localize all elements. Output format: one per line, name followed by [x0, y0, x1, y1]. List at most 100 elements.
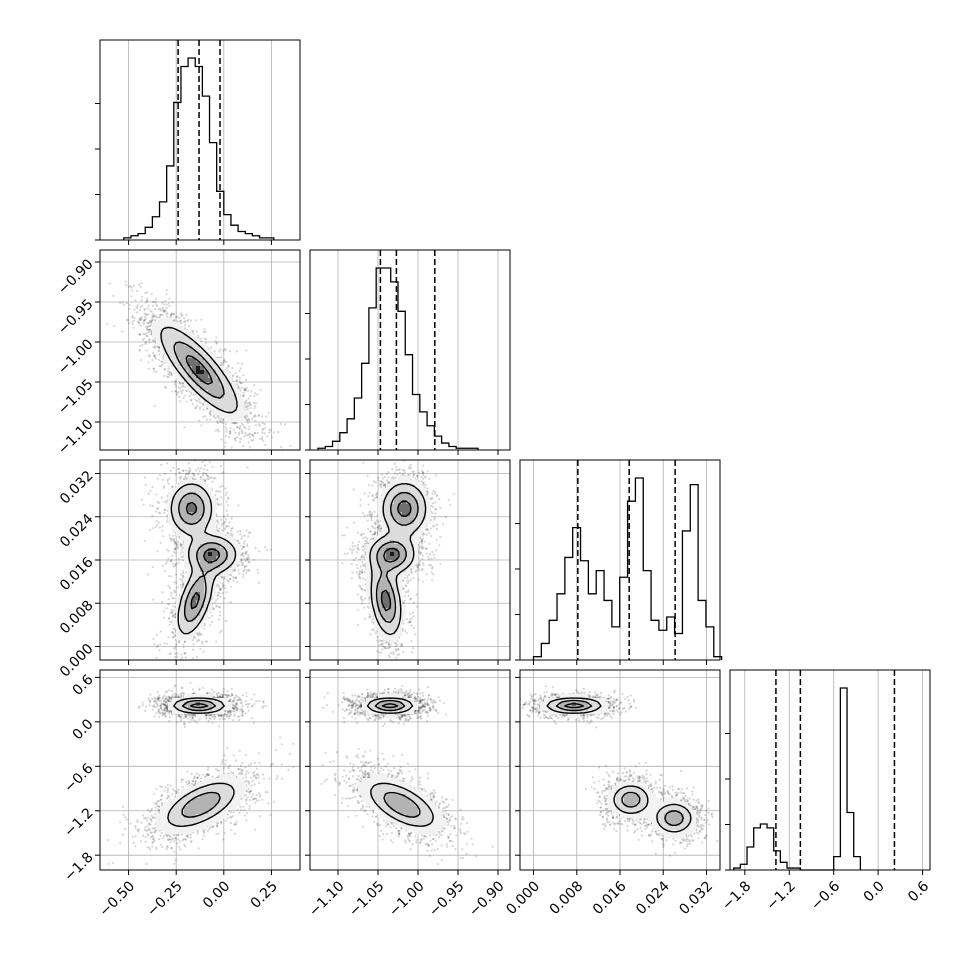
sample-point — [245, 349, 248, 352]
sample-point — [209, 346, 213, 349]
sample-point — [218, 592, 221, 595]
sample-point — [157, 308, 160, 311]
sample-point — [144, 342, 147, 346]
sample-point — [138, 333, 141, 336]
sample-point — [217, 490, 220, 493]
density-cell — [188, 334, 193, 339]
sample-point — [242, 423, 245, 427]
density-cell — [240, 402, 245, 407]
sample-point — [212, 477, 215, 480]
density-cell — [240, 414, 245, 419]
sample-point — [225, 360, 228, 364]
sample-point — [253, 414, 256, 417]
density-cell — [220, 398, 225, 403]
sample-point — [183, 394, 186, 397]
sample-point — [224, 348, 227, 351]
density-cell — [196, 382, 201, 387]
density-cell — [224, 402, 229, 407]
sample-point — [177, 471, 181, 474]
sample-point — [143, 319, 146, 322]
sample-point — [220, 362, 223, 365]
sample-point — [187, 318, 190, 321]
sample-point — [233, 422, 236, 425]
density-cell — [156, 318, 161, 323]
sample-point — [192, 472, 195, 475]
sample-point — [148, 328, 151, 331]
sample-point — [144, 333, 147, 336]
sample-point — [252, 401, 256, 404]
sample-point — [158, 364, 161, 367]
sample-point — [173, 547, 176, 550]
density-cell — [180, 334, 185, 339]
sample-point — [165, 303, 168, 306]
sample-point — [251, 433, 254, 436]
sample-point — [172, 540, 175, 543]
sample-point — [265, 415, 268, 418]
sample-point — [207, 477, 211, 480]
sample-point — [247, 553, 250, 556]
sample-point — [192, 474, 195, 478]
sample-point — [229, 585, 232, 588]
sample-point — [225, 500, 228, 503]
sample-point — [158, 349, 161, 352]
sample-point — [243, 565, 246, 569]
sample-point — [122, 303, 125, 306]
sample-point — [178, 641, 181, 644]
sample-point — [138, 333, 141, 336]
sample-point — [142, 322, 145, 325]
sample-point — [229, 350, 232, 353]
sample-point — [208, 412, 211, 415]
sample-point — [220, 364, 223, 367]
density-cell — [188, 378, 193, 383]
sample-point — [202, 468, 206, 471]
panel-frame — [309, 249, 511, 451]
sample-point — [174, 634, 177, 637]
sample-point — [159, 541, 162, 544]
sample-point — [146, 573, 149, 576]
sample-point — [168, 534, 171, 537]
sample-point — [249, 394, 252, 397]
sample-point — [181, 576, 184, 579]
sample-point — [149, 324, 153, 327]
sample-point — [159, 313, 162, 317]
density-cell — [212, 410, 217, 415]
sample-point — [199, 337, 202, 340]
sample-point — [247, 441, 250, 444]
sample-point — [252, 415, 256, 418]
sample-point — [240, 537, 243, 540]
density-cell — [228, 398, 233, 403]
sample-point — [139, 324, 142, 327]
sample-point — [153, 300, 156, 303]
sample-point — [238, 379, 241, 382]
sample-point — [289, 445, 292, 448]
density-cell — [208, 382, 213, 387]
sample-point — [247, 557, 251, 560]
sample-point — [184, 473, 187, 476]
sample-point — [177, 541, 180, 544]
sample-point — [166, 315, 169, 318]
sample-point — [188, 325, 191, 328]
sample-point — [222, 417, 225, 420]
sample-point — [217, 530, 220, 533]
density-cell — [200, 382, 205, 387]
sample-point — [168, 586, 171, 590]
sample-point — [217, 503, 220, 506]
sample-point — [174, 546, 177, 549]
contour-lines — [160, 326, 238, 414]
sample-point — [172, 550, 176, 554]
sample-point — [246, 404, 249, 408]
sample-point — [230, 446, 233, 449]
sample-point — [139, 317, 142, 320]
y-tick-label: −0.90 — [55, 256, 97, 298]
sample-point — [200, 476, 203, 479]
sample-point — [235, 435, 239, 439]
sample-point — [149, 325, 152, 328]
density-cell — [212, 386, 217, 391]
sample-point — [131, 320, 134, 323]
density-cell — [192, 382, 197, 387]
sample-point — [157, 346, 160, 349]
density-cell — [176, 326, 181, 331]
sample-point — [167, 375, 170, 378]
density-cell — [192, 338, 197, 343]
sample-point — [171, 611, 174, 615]
